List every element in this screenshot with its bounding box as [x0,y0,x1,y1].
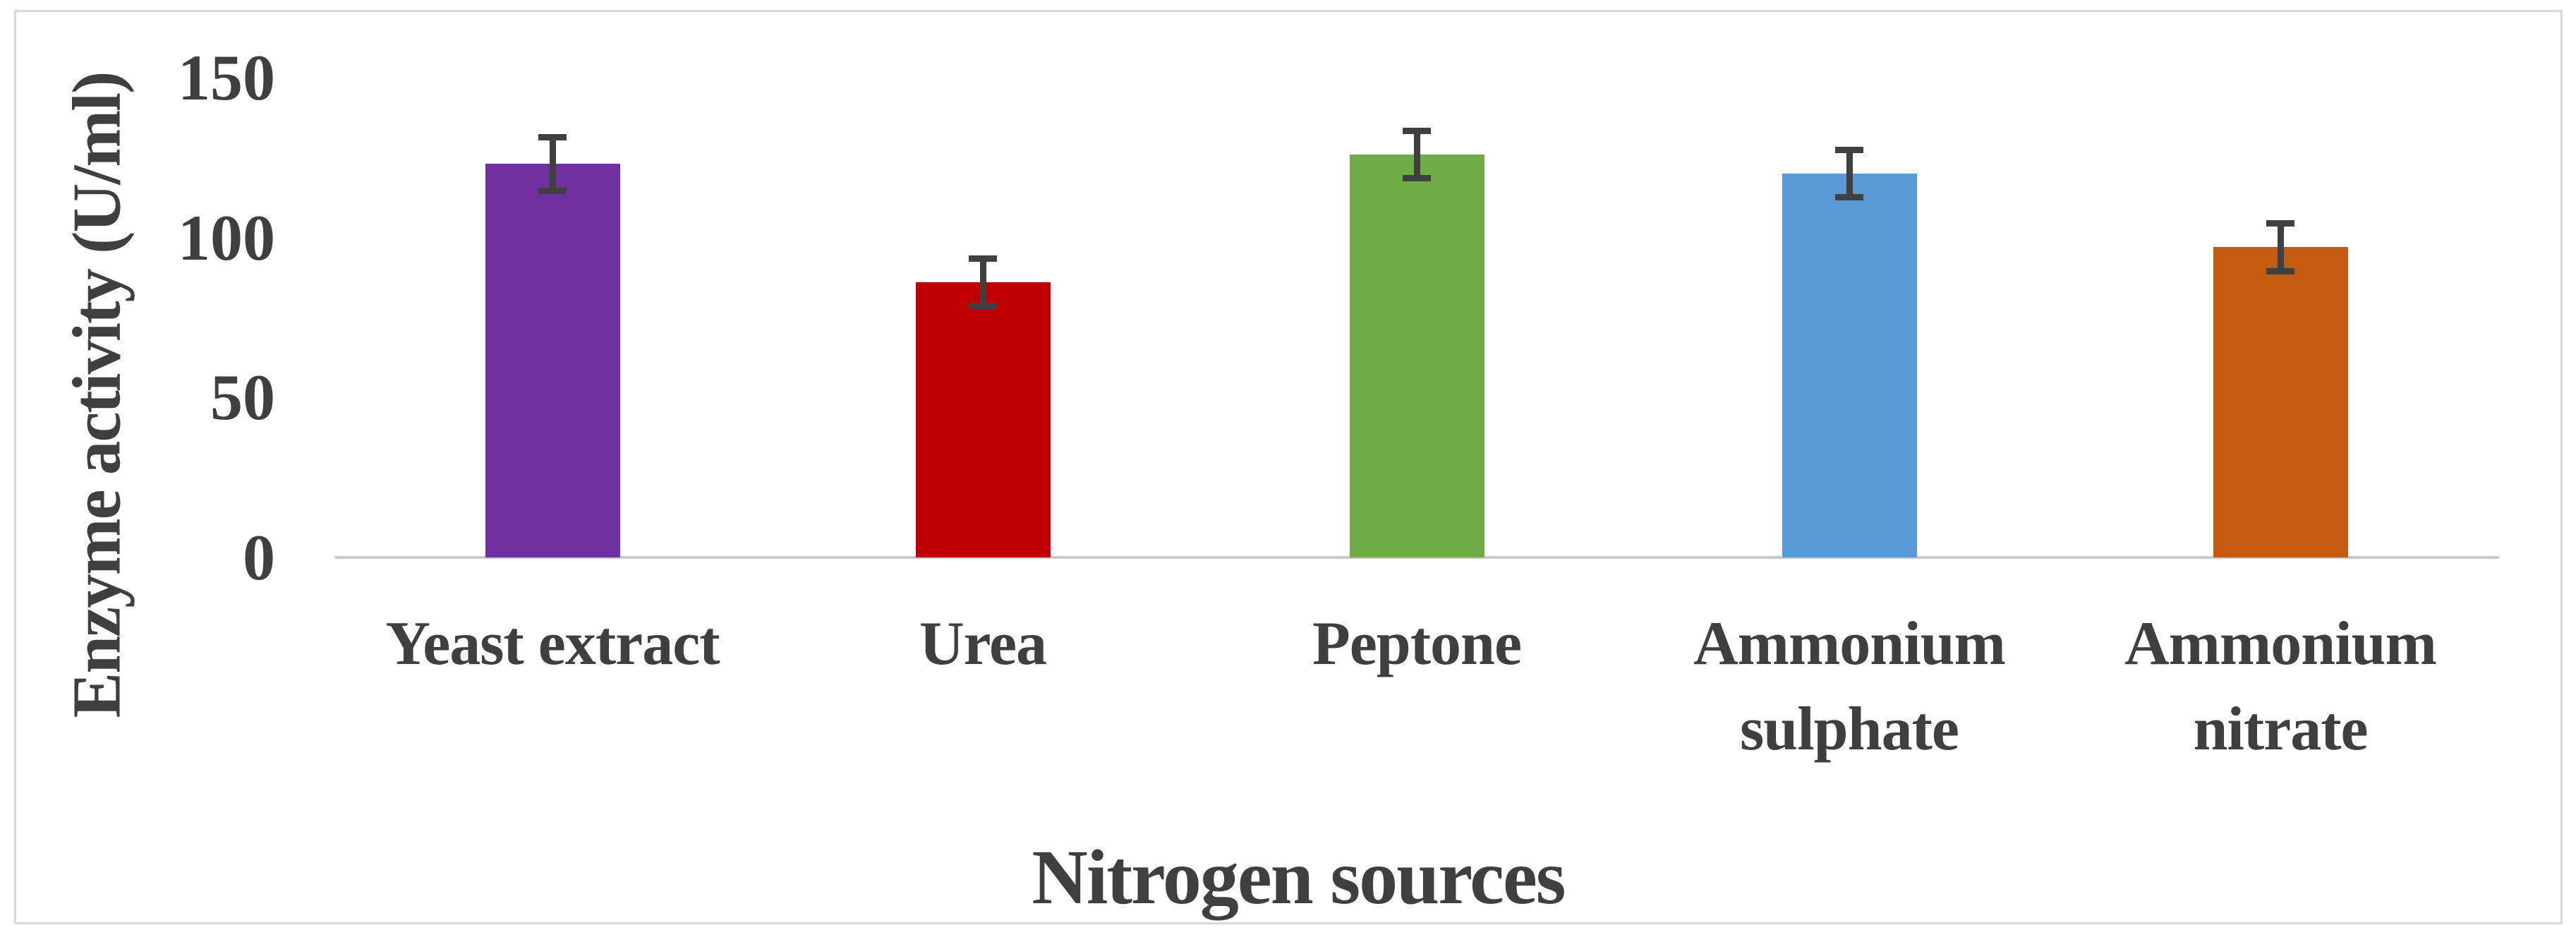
error-bar-cap-bottom [538,188,567,195]
bar-urea [915,282,1051,557]
error-bar-urea [979,256,986,308]
y-tick-label-100: 100 [178,201,275,274]
bar-yeast-extract [485,164,620,557]
y-tick-label-150: 150 [178,42,275,114]
error-bar-cap-bottom [969,303,997,310]
y-axis-title: Enzyme activity (U/ml) [59,72,135,718]
bar-ammonium-sulphate [1782,174,1917,557]
error-bar-cap-bottom [2266,267,2294,274]
x-category-label-ammonium-nitrate: Ammonium nitrate [2124,610,2437,763]
x-category-label-ammonium-sulphate: Ammonium sulphate [1693,610,2006,763]
error-bar-ammonium-sulphate [1846,147,1853,200]
x-axis-title: Nitrogen sources [1032,834,1566,920]
error-bar-cap-bottom [1403,175,1431,182]
error-bar-cap-top [1835,146,1863,153]
error-bar-cap-top [2266,220,2294,227]
x-category-label-yeast-extract: Yeast extract [385,610,720,678]
error-bar-peptone [1413,128,1420,181]
y-tick-label-50: 50 [210,361,275,434]
error-bar-ammonium-nitrate [2277,222,2284,273]
bar-ammonium-nitrate [2213,247,2348,557]
error-bar-cap-top [1403,127,1431,134]
error-bar-yeast-extract [549,135,556,193]
x-category-label-peptone: Peptone [1312,610,1522,678]
x-axis-line [335,556,2499,559]
error-bar-cap-bottom [1835,194,1863,201]
figure-frame [14,10,2563,924]
error-bar-cap-top [969,255,997,262]
error-bar-cap-top [538,133,567,140]
x-category-label-urea: Urea [919,610,1047,678]
bar-peptone [1349,154,1484,557]
y-tick-label-0: 0 [243,521,275,593]
